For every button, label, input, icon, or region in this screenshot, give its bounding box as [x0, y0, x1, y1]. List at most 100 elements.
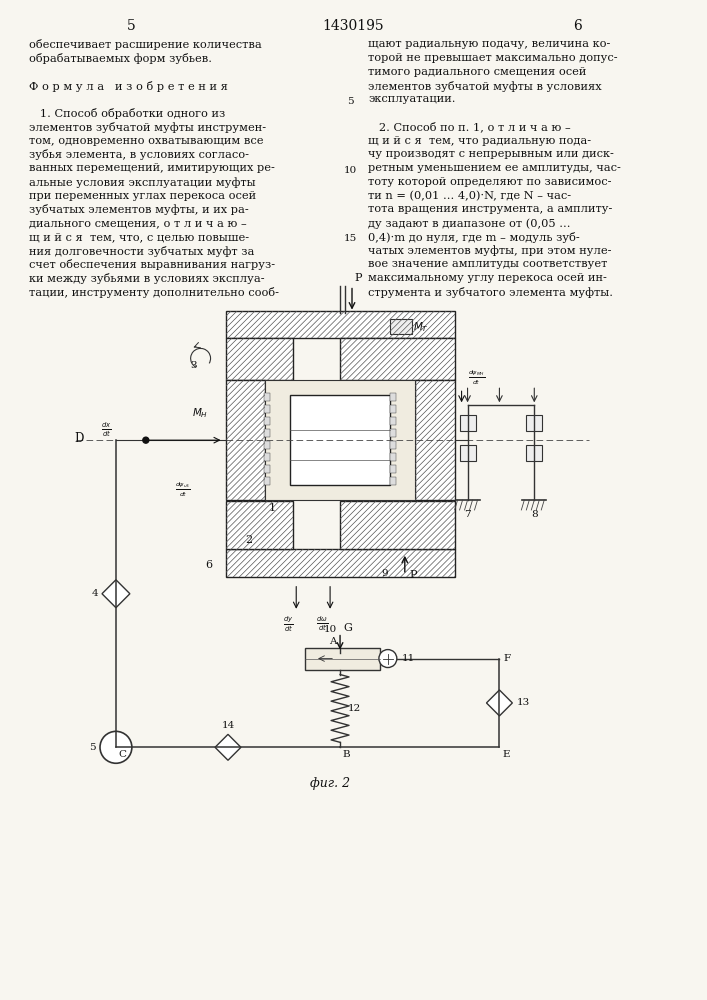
Text: элементов зубчатой муфты в условиях: элементов зубчатой муфты в условиях [368, 81, 602, 92]
Text: тации, инструменту дополнительно сооб-: тации, инструменту дополнительно сооб- [29, 287, 279, 298]
Bar [264, 405, 270, 413]
Text: при переменных углах перекоса осей: при переменных углах перекоса осей [29, 191, 257, 201]
Text: $M_T$: $M_T$ [413, 321, 428, 334]
Bar [264, 417, 270, 425]
Text: A: A [329, 637, 336, 646]
Text: 9: 9 [382, 569, 388, 578]
Text: альные условия эксплуатации муфты: альные условия эксплуатации муфты [29, 177, 256, 188]
Text: 7: 7 [464, 510, 471, 519]
Bar [415, 380, 455, 500]
Text: ду задают в диапазоне от (0,05 ...: ду задают в диапазоне от (0,05 ... [368, 218, 571, 229]
Text: тимого радиального смещения осей: тимого радиального смещения осей [368, 67, 586, 77]
Bar [390, 465, 396, 473]
Bar [526, 415, 542, 431]
Text: 5: 5 [127, 19, 135, 33]
Text: эксплуатации.: эксплуатации. [368, 94, 455, 104]
Text: 14: 14 [221, 721, 235, 730]
Text: зубья элемента, в условиях согласо-: зубья элемента, в условиях согласо- [29, 149, 250, 160]
Text: ти n = (0,01 ... 4,0)·N, где N – час-: ти n = (0,01 ... 4,0)·N, где N – час- [368, 191, 571, 201]
Bar [264, 477, 270, 485]
Bar [265, 380, 415, 500]
Bar [390, 453, 396, 461]
Bar [226, 380, 265, 500]
Bar [460, 415, 476, 431]
Bar [264, 441, 270, 449]
Text: струмента и зубчатого элемента муфты.: струмента и зубчатого элемента муфты. [368, 287, 613, 298]
Text: E: E [503, 750, 510, 759]
Text: том, одновременно охватывающим все: том, одновременно охватывающим все [29, 136, 264, 146]
Text: 0,4)·m до нуля, где m – модуль зуб-: 0,4)·m до нуля, где m – модуль зуб- [368, 232, 580, 243]
Text: ния долговечности зубчатых муфт за: ния долговечности зубчатых муфт за [29, 246, 255, 257]
Text: $\frac{dy}{dt}$: $\frac{dy}{dt}$ [283, 615, 293, 634]
Bar [226, 501, 293, 549]
Bar [390, 441, 396, 449]
Bar [460, 445, 476, 461]
Text: щают радиальную подачу, величина ко-: щают радиальную подачу, величина ко- [368, 39, 610, 49]
Bar [226, 338, 293, 380]
Text: $M_H$: $M_H$ [192, 406, 209, 420]
Bar [264, 429, 270, 437]
Text: 13: 13 [516, 698, 530, 707]
Text: 6: 6 [573, 19, 581, 33]
Text: зубчатых элементов муфты, и их ра-: зубчатых элементов муфты, и их ра- [29, 204, 249, 215]
Text: $\frac{d\omega}{dt}$: $\frac{d\omega}{dt}$ [316, 615, 328, 633]
Bar [390, 319, 411, 334]
Text: щ и й с я  тем, что радиальную пода-: щ и й с я тем, что радиальную пода- [368, 136, 591, 146]
Text: чатых элементов муфты, при этом нуле-: чатых элементов муфты, при этом нуле- [368, 246, 612, 256]
Text: 11: 11 [402, 654, 415, 663]
Text: фиг. 2: фиг. 2 [310, 777, 350, 790]
Text: 1: 1 [269, 503, 276, 513]
Text: D: D [74, 432, 83, 445]
Text: обрабатываемых форм зубьев.: обрабатываемых форм зубьев. [29, 53, 212, 64]
Bar [264, 393, 270, 401]
Bar [226, 311, 455, 338]
Text: тота вращения инструмента, а амплиту-: тота вращения инструмента, а амплиту- [368, 204, 612, 214]
Text: 5: 5 [346, 97, 354, 106]
Text: B: B [342, 750, 350, 759]
Text: диального смещения, о т л и ч а ю –: диального смещения, о т л и ч а ю – [29, 218, 247, 228]
Text: 5: 5 [89, 743, 96, 752]
Polygon shape [486, 690, 513, 716]
Bar [526, 445, 542, 461]
Text: 3: 3 [190, 361, 197, 370]
Text: Ф о р м у л а   и з о б р е т е н и я: Ф о р м у л а и з о б р е т е н и я [29, 81, 228, 92]
Text: $\frac{d\psi_{MH}}{dt}$: $\frac{d\psi_{MH}}{dt}$ [467, 369, 485, 387]
Text: 8: 8 [531, 510, 537, 519]
Text: ки между зубьями в условиях эксплуа-: ки между зубьями в условиях эксплуа- [29, 273, 265, 284]
Text: 6: 6 [205, 560, 212, 570]
Text: C: C [118, 750, 126, 759]
Text: 2. Способ по п. 1, о т л и ч а ю –: 2. Способ по п. 1, о т л и ч а ю – [368, 122, 571, 133]
Text: ванных перемещений, имитирующих ре-: ванных перемещений, имитирующих ре- [29, 163, 275, 173]
Text: ретным уменьшением ее амплитуды, час-: ретным уменьшением ее амплитуды, час- [368, 163, 621, 173]
Bar [264, 465, 270, 473]
Text: 1430195: 1430195 [322, 19, 384, 33]
Text: 4: 4 [91, 589, 98, 598]
Text: G: G [343, 623, 352, 633]
Bar [390, 417, 396, 425]
Text: F: F [503, 654, 510, 663]
Text: 10: 10 [344, 166, 356, 175]
Polygon shape [215, 734, 241, 760]
Bar [264, 453, 270, 461]
Circle shape [100, 731, 132, 763]
Text: $\frac{dx}{dt}$: $\frac{dx}{dt}$ [101, 421, 111, 439]
Bar [390, 393, 396, 401]
Text: 10: 10 [324, 625, 337, 634]
Text: обеспечивает расширение количества: обеспечивает расширение количества [29, 39, 262, 50]
Polygon shape [102, 580, 130, 608]
Text: 12: 12 [348, 704, 361, 713]
Text: чу производят с непрерывным или диск-: чу производят с непрерывным или диск- [368, 149, 614, 159]
Text: 2: 2 [245, 535, 252, 545]
Text: P: P [410, 570, 417, 580]
Circle shape [379, 650, 397, 668]
Text: 15: 15 [344, 234, 356, 243]
Bar [390, 429, 396, 437]
Bar [390, 477, 396, 485]
Text: торой не превышает максимально допус-: торой не превышает максимально допус- [368, 53, 618, 63]
Bar [226, 549, 455, 577]
Text: счет обеспечения выравнивания нагруз-: счет обеспечения выравнивания нагруз- [29, 259, 276, 270]
Text: 1. Способ обработки одного из: 1. Способ обработки одного из [29, 108, 226, 119]
Text: P: P [354, 273, 361, 283]
Text: максимальному углу перекоса осей ин-: максимальному углу перекоса осей ин- [368, 273, 607, 283]
Bar [340, 338, 455, 380]
